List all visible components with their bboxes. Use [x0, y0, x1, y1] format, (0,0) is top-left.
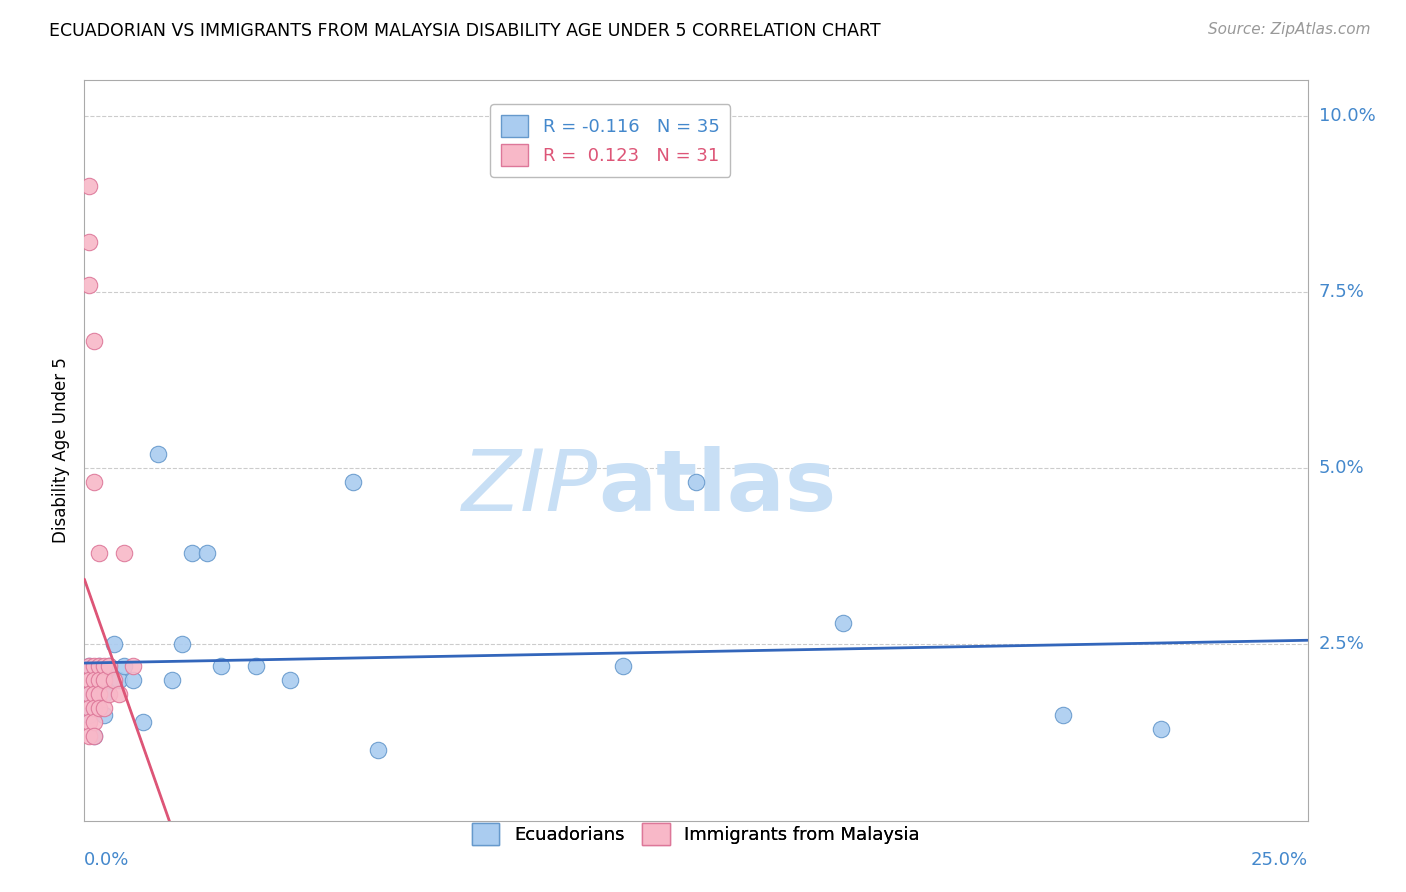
- Point: [97, 658, 120, 673]
- Point: [107, 687, 129, 701]
- Y-axis label: Disability Age Under 5: Disability Age Under 5: [52, 358, 70, 543]
- Text: Source: ZipAtlas.com: Source: ZipAtlas.com: [1208, 22, 1371, 37]
- Point: [172, 637, 194, 651]
- Point: [97, 687, 120, 701]
- Point: [181, 546, 204, 560]
- Point: [83, 673, 105, 687]
- Point: [685, 475, 707, 490]
- Point: [83, 701, 105, 715]
- Point: [112, 546, 135, 560]
- Point: [77, 729, 100, 743]
- Point: [93, 673, 115, 687]
- Text: 7.5%: 7.5%: [1319, 283, 1365, 301]
- Point: [612, 658, 634, 673]
- Text: 0.0%: 0.0%: [84, 851, 129, 869]
- Point: [209, 658, 232, 673]
- Point: [87, 658, 110, 673]
- Point: [1150, 722, 1173, 736]
- Point: [146, 447, 169, 461]
- Point: [122, 673, 145, 687]
- Point: [132, 714, 155, 729]
- Point: [103, 637, 125, 651]
- Point: [83, 334, 105, 348]
- Point: [278, 673, 301, 687]
- Text: 2.5%: 2.5%: [1319, 635, 1365, 653]
- Point: [77, 707, 100, 722]
- Point: [87, 658, 110, 673]
- Text: 25.0%: 25.0%: [1250, 851, 1308, 869]
- Point: [93, 673, 115, 687]
- Text: 5.0%: 5.0%: [1319, 459, 1364, 477]
- Point: [87, 687, 110, 701]
- Point: [83, 729, 105, 743]
- Point: [93, 687, 115, 701]
- Point: [77, 687, 100, 701]
- Point: [87, 673, 110, 687]
- Point: [87, 673, 110, 687]
- Point: [93, 658, 115, 673]
- Point: [97, 658, 120, 673]
- Point: [342, 475, 364, 490]
- Point: [107, 673, 129, 687]
- Text: ECUADORIAN VS IMMIGRANTS FROM MALAYSIA DISABILITY AGE UNDER 5 CORRELATION CHART: ECUADORIAN VS IMMIGRANTS FROM MALAYSIA D…: [49, 22, 880, 40]
- Point: [83, 673, 105, 687]
- Point: [112, 658, 135, 673]
- Point: [83, 714, 105, 729]
- Point: [367, 743, 389, 757]
- Point: [87, 687, 110, 701]
- Point: [87, 701, 110, 715]
- Point: [93, 707, 115, 722]
- Point: [93, 701, 115, 715]
- Point: [77, 658, 100, 673]
- Point: [77, 179, 100, 194]
- Text: 10.0%: 10.0%: [1319, 106, 1375, 125]
- Point: [83, 687, 105, 701]
- Point: [83, 687, 105, 701]
- Point: [83, 658, 105, 673]
- Point: [77, 701, 100, 715]
- Point: [195, 546, 218, 560]
- Point: [83, 475, 105, 490]
- Text: ZIP: ZIP: [461, 446, 598, 529]
- Point: [162, 673, 184, 687]
- Point: [77, 687, 100, 701]
- Point: [77, 277, 100, 292]
- Point: [77, 235, 100, 250]
- Point: [122, 658, 145, 673]
- Point: [87, 546, 110, 560]
- Point: [83, 729, 105, 743]
- Text: atlas: atlas: [598, 446, 837, 529]
- Point: [831, 616, 853, 631]
- Legend: Ecuadorians, Immigrants from Malaysia: Ecuadorians, Immigrants from Malaysia: [465, 816, 927, 853]
- Point: [1052, 707, 1074, 722]
- Point: [83, 701, 105, 715]
- Point: [97, 673, 120, 687]
- Point: [245, 658, 267, 673]
- Point: [77, 658, 100, 673]
- Point: [77, 673, 100, 687]
- Point: [77, 714, 100, 729]
- Point: [103, 673, 125, 687]
